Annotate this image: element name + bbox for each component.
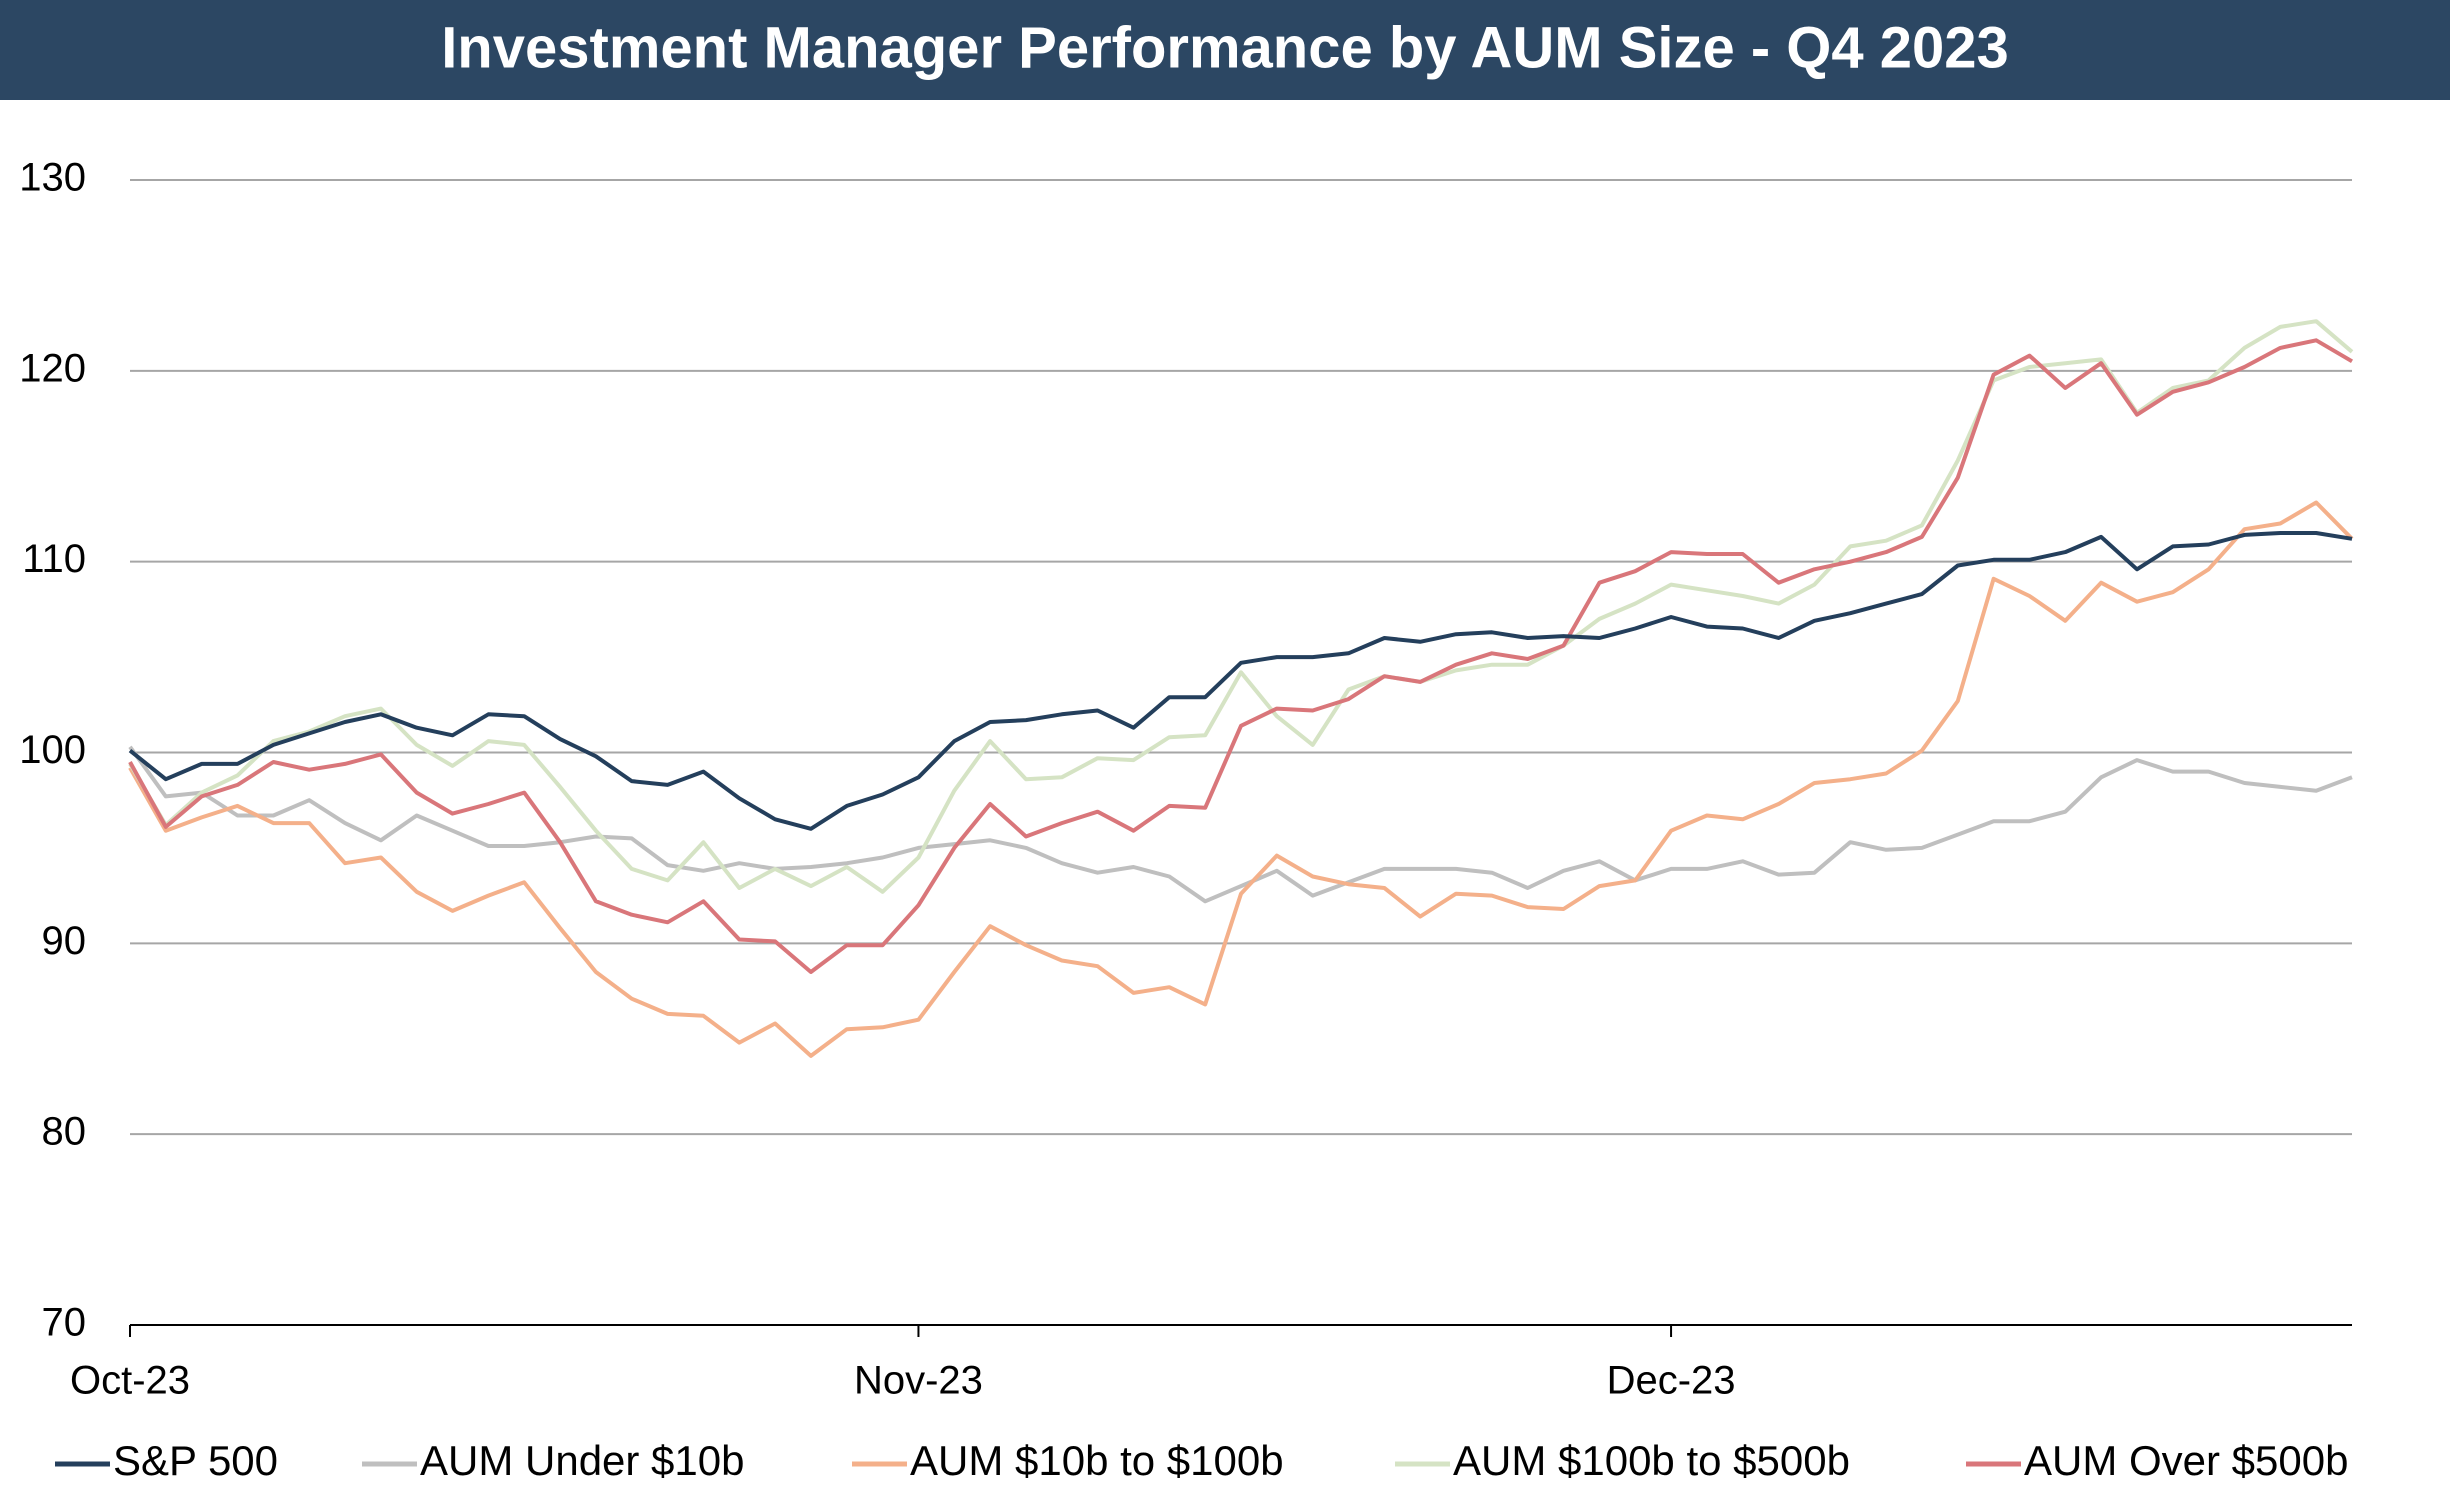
legend-label: S&P 500 <box>113 1437 278 1484</box>
y-tick-label: 70 <box>42 1301 87 1345</box>
legend-label: AUM Under $10b <box>420 1437 745 1484</box>
legend-label: AUM Over $500b <box>2024 1437 2348 1484</box>
legend-label: AUM $100b to $500b <box>1453 1437 1850 1484</box>
y-tick-label: 130 <box>19 156 86 200</box>
series-line <box>128 338 2354 974</box>
x-tick-label: Dec-23 <box>1607 1359 1736 1403</box>
series-line <box>128 500 2354 1058</box>
x-tick-label: Oct-23 <box>70 1359 190 1403</box>
series-line <box>128 531 2353 831</box>
legend-label: AUM $10b to $100b <box>910 1437 1284 1484</box>
y-tick-label: 80 <box>42 1110 87 1154</box>
chart-title: Investment Manager Performance by AUM Si… <box>441 15 2009 80</box>
y-tick-label: 110 <box>22 537 86 581</box>
series-line <box>128 745 2353 904</box>
y-tick-label: 90 <box>42 919 87 963</box>
series-line <box>128 319 2354 894</box>
y-tick-label: 100 <box>19 728 86 772</box>
y-tick-label: 120 <box>19 346 86 390</box>
title-bar <box>0 0 2450 100</box>
x-tick-label: Nov-23 <box>854 1359 983 1403</box>
